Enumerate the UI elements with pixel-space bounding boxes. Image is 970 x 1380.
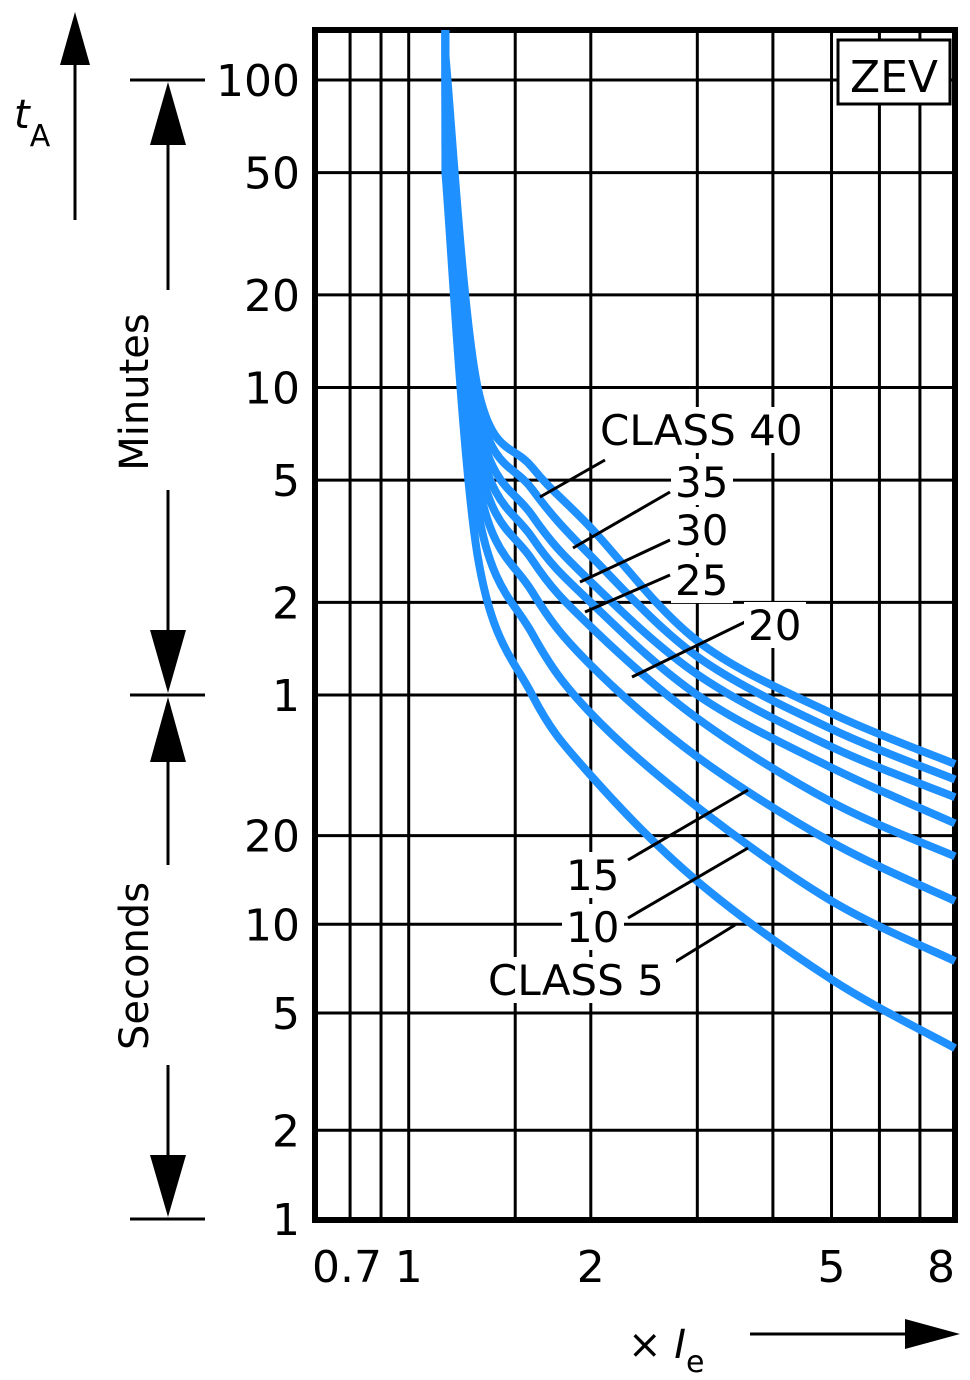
leader-0: [539, 458, 606, 499]
leader-3: [584, 573, 671, 614]
badge-box: [836, 38, 952, 106]
x-tick-label-3: 5: [818, 1242, 846, 1293]
curve-7: [441, 30, 957, 1052]
curve-label-bg-7: [484, 957, 676, 1003]
y-tick-label-0: 100: [216, 56, 300, 107]
x-axis-title: × Ie: [628, 1322, 705, 1380]
x-axis-title-group: × Ie: [628, 1319, 960, 1380]
minutes-label: Minutes: [112, 313, 158, 470]
x-axis-arrow-head: [905, 1319, 960, 1349]
badge-label: ZEV: [850, 52, 938, 103]
leader-4: [631, 620, 746, 679]
curve-label-4: 20: [748, 601, 801, 650]
leader-7: [669, 923, 736, 967]
leader-5: [627, 788, 749, 862]
minutes-arrow-down: [150, 630, 186, 693]
curve-label-2: 30: [675, 506, 728, 555]
seconds-label-bg: [148, 865, 188, 1065]
y-tick-label-6: 1: [272, 671, 300, 722]
y-tick-labels: 100 50 20 10 5 2 1 20 10 5 2 1: [216, 56, 300, 1246]
curve-label-5: 15: [566, 851, 619, 900]
leader-2: [579, 538, 671, 584]
x-tick-label-2: 2: [577, 1242, 605, 1293]
curve-label-0: CLASS 40: [600, 406, 803, 455]
plot-frame: [312, 27, 958, 1223]
y-tick-label-9: 5: [272, 989, 300, 1040]
x-tick-label-4: 8: [927, 1242, 955, 1293]
curve-label-bg-6: [562, 904, 624, 950]
y-axis-arrow-head: [60, 12, 90, 65]
y-tick-label-4: 5: [272, 456, 300, 507]
curve-label-bg-2: [671, 507, 733, 553]
x-tick-label-0: 0.7: [312, 1242, 382, 1293]
curves: [441, 30, 957, 1052]
x-axis-symbol: × I: [628, 1322, 686, 1368]
seconds-label: Seconds: [112, 882, 158, 1050]
y-tick-label-8: 10: [244, 900, 300, 951]
y-tick-label-10: 2: [272, 1106, 300, 1157]
seconds-arrow-up: [150, 697, 186, 762]
curve-label-6: 10: [566, 903, 619, 952]
curve-label-bg-4: [744, 602, 806, 648]
x-tick-labels: 0.7 1 2 5 8: [312, 1242, 955, 1293]
curve-label-bg-1: [671, 459, 733, 505]
x-tick-label-1: 1: [395, 1242, 423, 1293]
curve-label-bg-5: [562, 852, 624, 898]
minutes-arrow-up: [150, 82, 186, 145]
minutes-label-bg: [148, 290, 188, 490]
curve-label-bg-3: [671, 557, 733, 603]
y-axis-title: tA: [14, 92, 51, 154]
y-tick-label-1: 50: [244, 149, 300, 200]
curve-label-bg-0: [596, 407, 814, 453]
leader-6: [627, 846, 749, 920]
label-leaders: [539, 458, 749, 967]
y-tick-label-2: 20: [244, 271, 300, 322]
y-axis-symbol: t: [14, 92, 31, 138]
leader-1: [572, 490, 671, 550]
seconds-arrow-down: [150, 1155, 186, 1217]
curve-label-1: 35: [675, 458, 728, 507]
y-tick-label-11: 1: [272, 1195, 300, 1246]
curve-label-3: 25: [675, 556, 728, 605]
y-tick-label-7: 20: [244, 812, 300, 863]
x-axis-subscript: e: [686, 1345, 704, 1380]
range-brackets: Minutes Seconds: [112, 78, 205, 1221]
y-tick-label-3: 10: [244, 364, 300, 415]
y-axis-subscript: A: [30, 119, 51, 154]
y-axis-title-group: tA: [14, 12, 90, 220]
y-tick-label-5: 2: [272, 578, 300, 629]
curve-label-7: CLASS 5: [488, 956, 664, 1005]
